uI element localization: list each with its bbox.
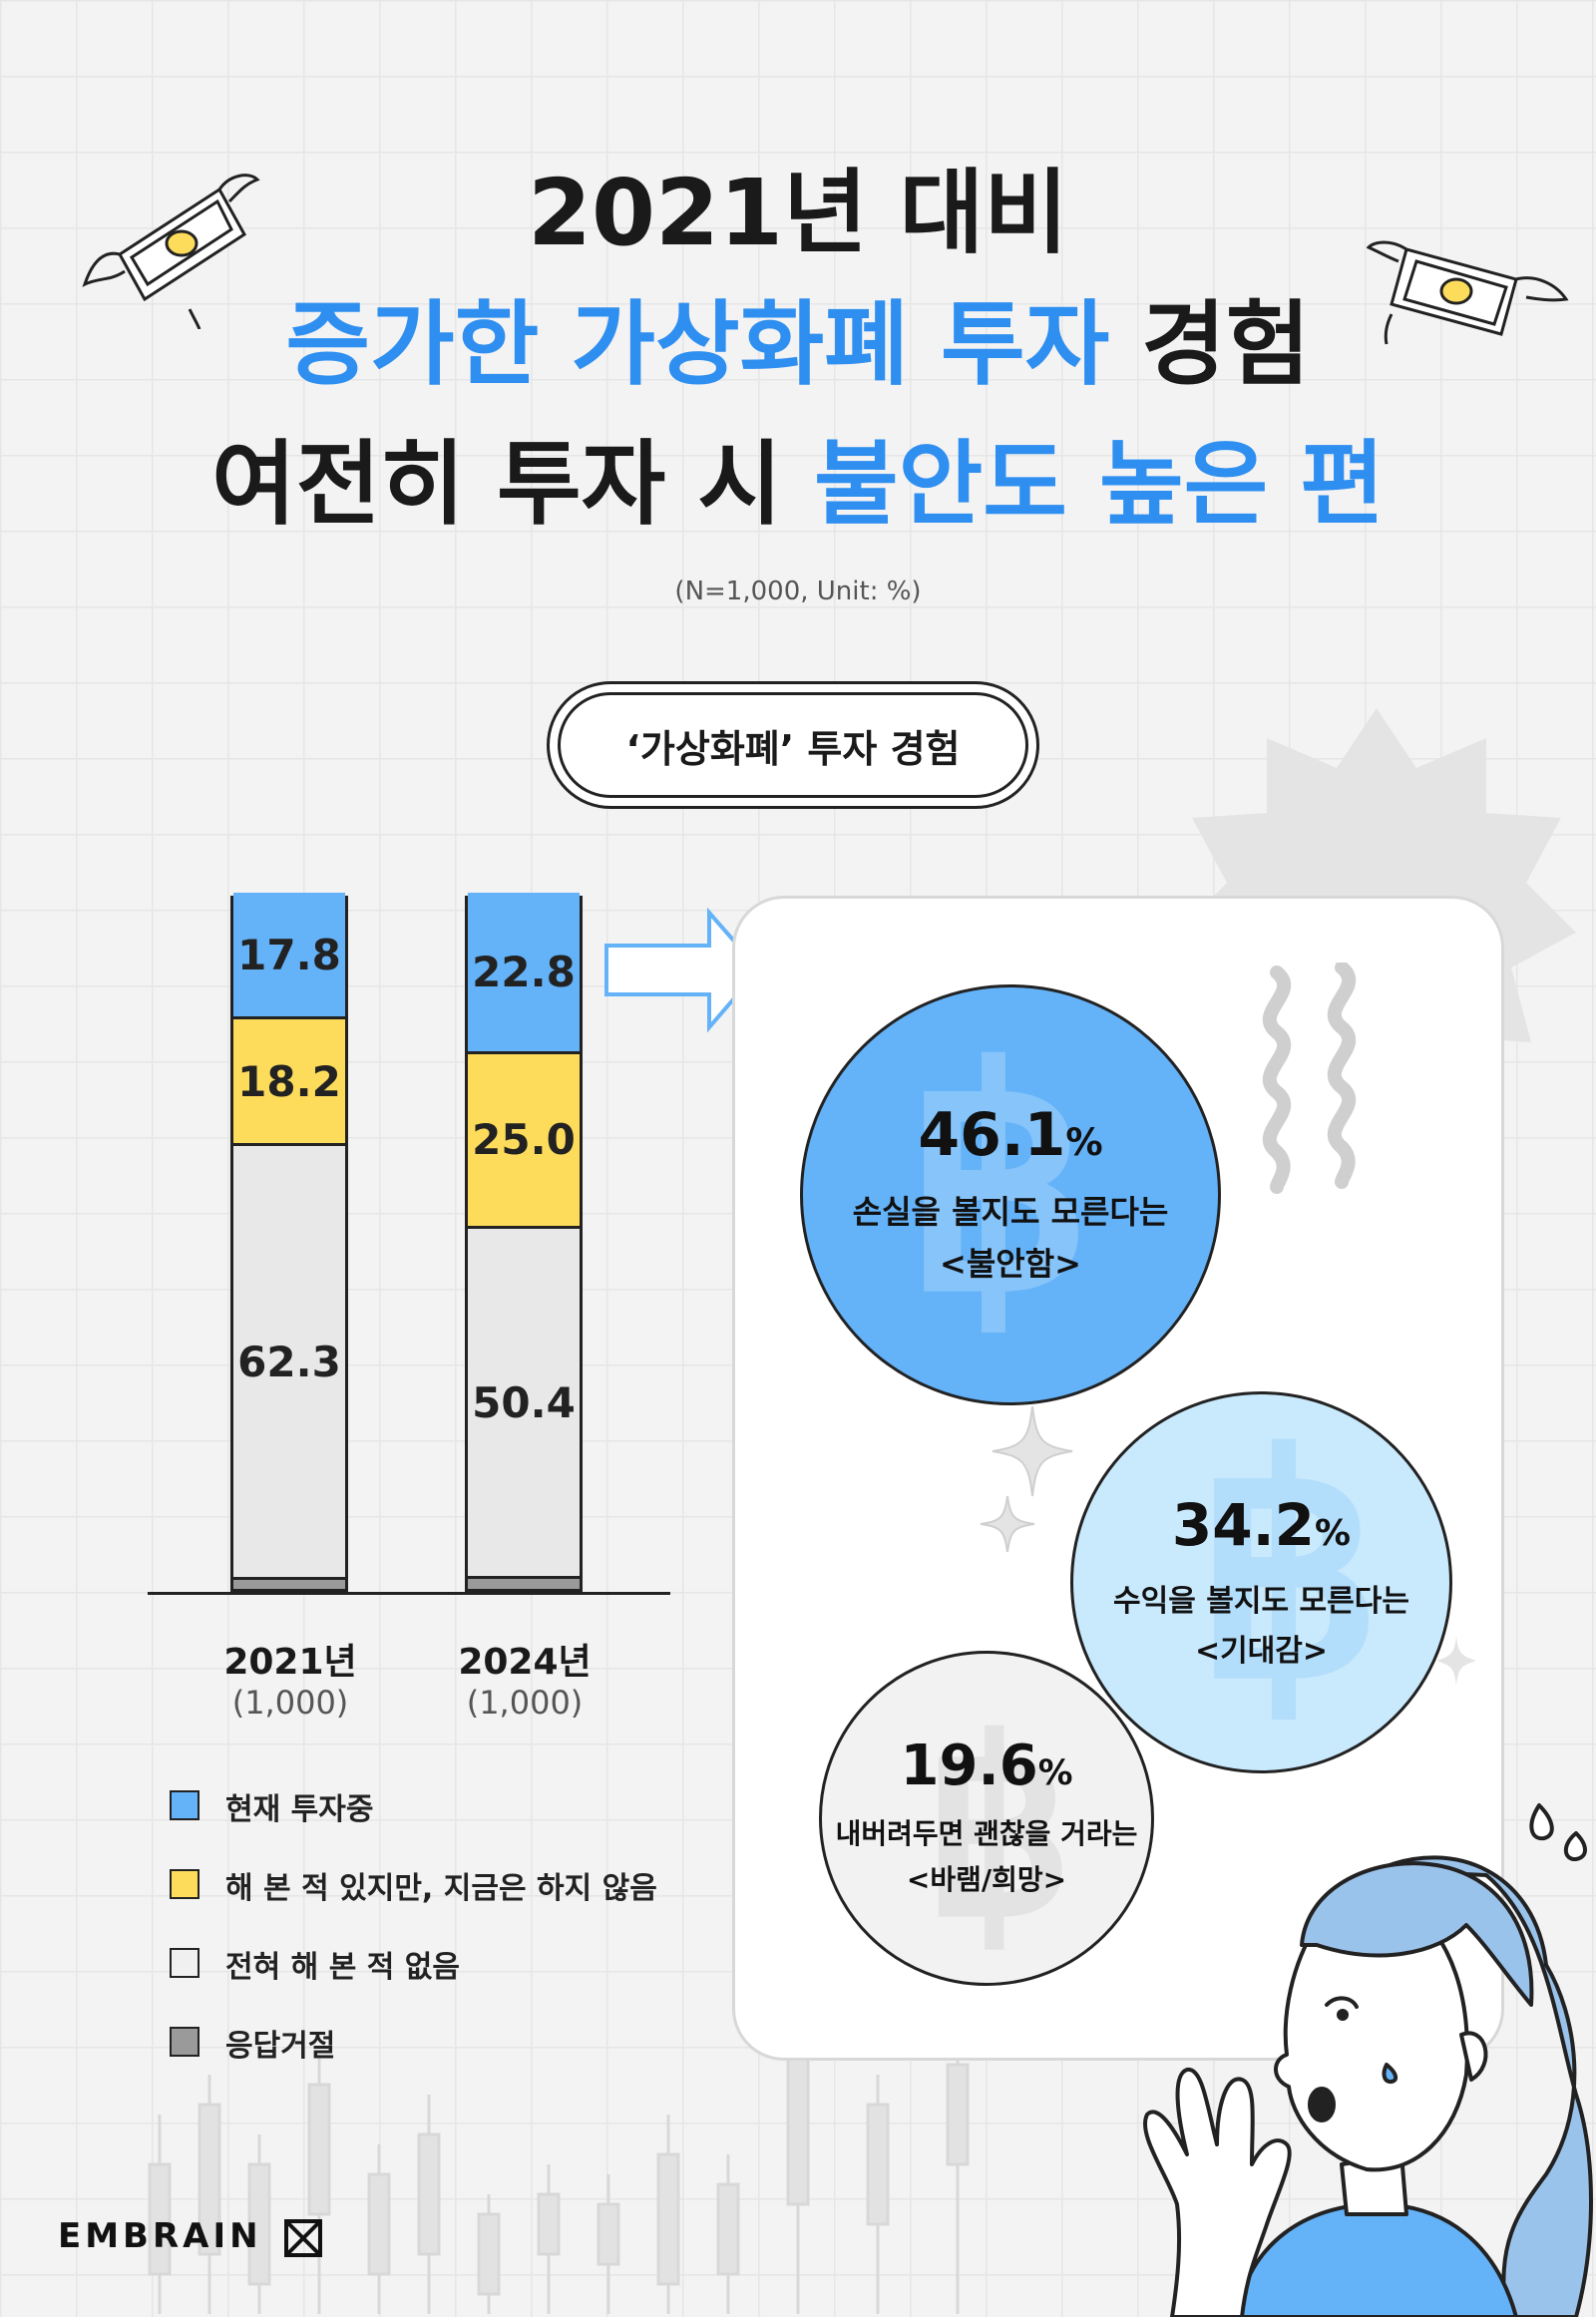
wavy-lines-icon [1262,963,1357,1194]
sample-note: (N=1,000, Unit: %) [674,577,922,606]
bar-value-label: 17.8 [237,930,341,979]
legend-label: 해 본 적 있지만, 지금은 하지 않음 [225,1871,657,1906]
sentiment-value: 46.1% [918,1100,1103,1170]
title-line-3-rest: 여전히 투자 시 [211,431,782,538]
bar-value-label: 50.4 [472,1377,576,1427]
legend-swatch [170,2027,200,2057]
bar-1: 1.8 50.4 25.0 22.8 [465,893,583,1592]
pill-inner-border [558,692,1028,798]
section-pill: ‘가상화폐’ 투자 경험 [547,681,1039,809]
bar-value-label: 62.3 [237,1337,341,1386]
svg-text:฿: ฿ [922,1714,1071,1953]
sentiment-circle-hope: ฿ 19.6% 내버려두면 괜찮을 거라는 <바램/희망> [819,1651,1154,1986]
x-sublabel-2021: (1,000) [231,1684,349,1722]
brand-logo: EMBRAIN [58,2216,323,2258]
bar-segment: 22.8 [468,893,580,1052]
bar-0: 1.7 62.3 18.2 17.8 [230,893,348,1592]
sentiment-value: 19.6% [900,1734,1073,1798]
bitcoin-icon: ฿ [1193,1424,1373,1724]
x-sublabel-2024: (1,000) [466,1684,584,1722]
title-line-2-rest: 경험 [1141,291,1311,398]
legend-label: 현재 투자중 [225,1792,374,1827]
title-line-2: 증가한 가상화폐 투자 경험 [0,299,1596,391]
worried-woman-illustration [1143,1803,1593,2317]
sentiment-label: <불안함> [940,1245,1081,1283]
legend-swatch [170,1869,200,1899]
bar-segment: 17.8 [233,893,345,1017]
section-pill-label: ‘가상화폐’ 투자 경험 [625,726,961,771]
chart-baseline [148,1592,670,1595]
x-label-2021: 2021년 [223,1642,357,1683]
bar-segment: 25.0 [468,1051,580,1226]
brand-name: EMBRAIN [58,2216,262,2256]
svg-text:฿: ฿ [903,1037,1082,1337]
bar-segment: 18.2 [233,1016,345,1144]
legend-swatch [170,1948,200,1978]
flying-money-icon [1367,240,1569,345]
title-line-3: 여전히 투자 시 불안도 높은 편 [0,439,1596,531]
sentiment-label: <기대감> [1194,1633,1329,1669]
title-line-2-highlight: 증가한 가상화폐 투자 [285,291,1110,398]
bar-value-label: 18.2 [237,1056,341,1106]
sentiment-desc: 손실을 볼지도 모른다는 [852,1193,1169,1231]
sentiment-desc: 내버려두면 괜찮을 거라는 [835,1817,1138,1850]
sparkle-icon [1436,1636,1476,1686]
bar-segment: 62.3 [233,1143,345,1578]
x-label-2024: 2024년 [458,1642,592,1683]
sparkle-icon [980,1406,1073,1553]
sentiment-circle-expectation: ฿ 34.2% 수익을 볼지도 모른다는 <기대감> [1070,1391,1452,1773]
embrain-logo-icon [284,2218,323,2257]
candlestick-background [148,2015,970,2314]
svg-text:฿: ฿ [1193,1424,1373,1724]
flying-money-icon [82,174,260,329]
bar-value-label: 25.0 [472,1115,576,1165]
bar-segment: 50.4 [468,1225,580,1577]
sentiment-label: <바램/희망> [906,1863,1067,1896]
legend-swatch [170,1790,200,1820]
bar-value-label: 22.8 [472,948,576,997]
bar-segment: 1.7 [233,1537,345,1589]
bitcoin-icon: ฿ [903,1037,1082,1337]
title-line-3-highlight: 불안도 높은 편 [814,431,1385,538]
sentiment-desc: 수익을 볼지도 모른다는 [1113,1583,1409,1619]
bitcoin-icon: ฿ [922,1714,1071,1953]
legend-label: 응답거절 [225,2029,336,2064]
bar-segment: 1.8 [468,1537,580,1589]
legend-label: 전혀 해 본 적 없음 [225,1950,460,1985]
title-line-1: 2021년 대비 [527,160,1068,266]
sentiment-value: 34.2% [1171,1490,1352,1559]
sentiment-circle-anxiety: ฿ 46.1% 손실을 볼지도 모른다는 <불안함> [800,984,1221,1405]
